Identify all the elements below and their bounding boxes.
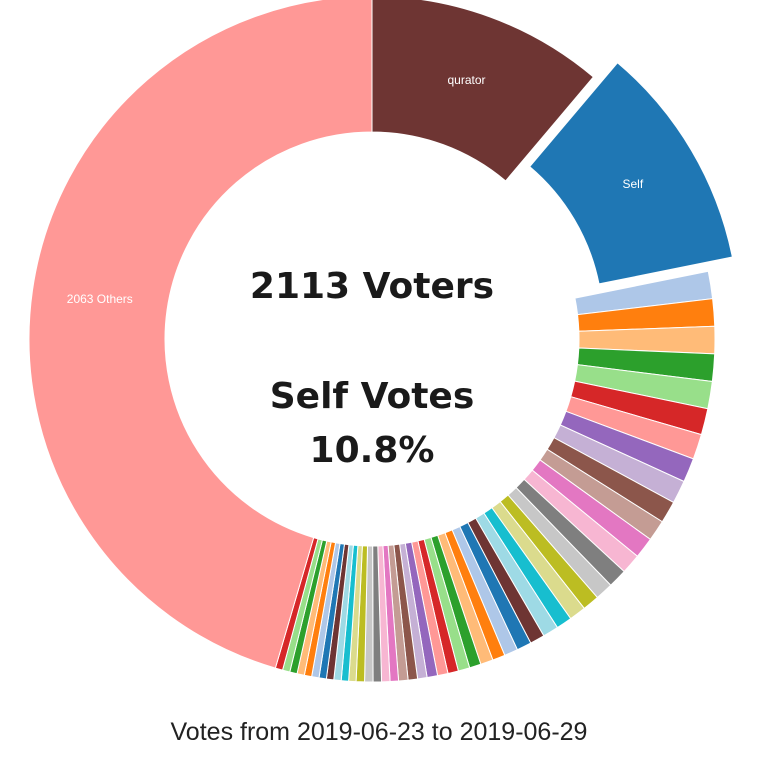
voters-count: 2113 Voters (249, 266, 495, 307)
date-range-caption: Votes from 2019-06-23 to 2019-06-29 (170, 718, 588, 746)
slice-qurator (371, 0, 595, 182)
self-votes-percent: 10.8% (309, 430, 435, 471)
slice-others-label: 2063 Others (67, 292, 133, 306)
slice-self-label: Self (622, 177, 643, 191)
slice-qurator-label: qurator (447, 73, 485, 87)
self-votes-title: Self Votes (269, 376, 475, 417)
slice-others (28, 0, 373, 669)
slice-self (529, 62, 733, 285)
